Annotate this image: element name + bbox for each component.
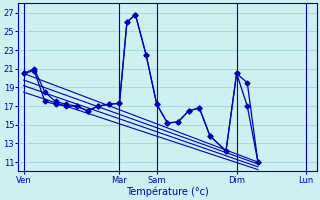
X-axis label: Température (°c): Température (°c) — [126, 186, 209, 197]
